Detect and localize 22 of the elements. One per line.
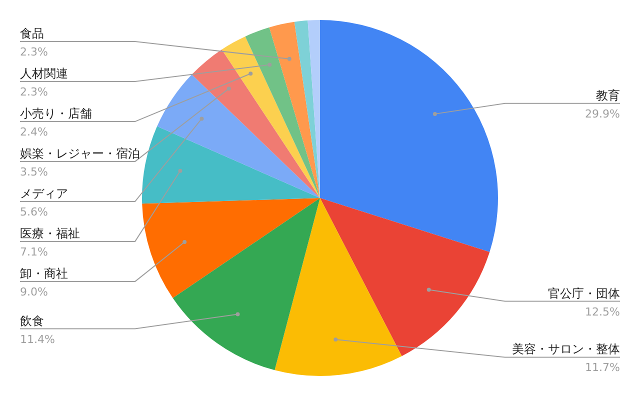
data-label: 2.3% [20,86,48,99]
slice-label: 美容・サロン・整体 [512,342,620,356]
data-label: 29.9% [585,107,620,120]
data-label: 12.5% [585,305,620,318]
data-label: 2.3% [20,46,48,59]
slice-label: 教育 [596,88,620,102]
data-label: 9.0% [20,286,48,299]
slice-label: 卸・商社 [20,266,68,281]
slice-label: 飲食 [20,314,44,328]
data-label: 7.1% [20,246,48,259]
slice-label: 医療・福祉 [20,226,80,241]
slice-label: 小売り・店舗 [20,106,92,121]
data-label: 2.4% [20,126,48,139]
slice-label: メディア [20,186,68,201]
data-label: 11.7% [585,361,620,374]
slice-label: 官公庁・団体 [548,286,620,300]
slice-label: 娯楽・レジャー・宿泊 [20,146,140,161]
data-label: 11.4% [20,332,55,346]
slice-label: 食品 [20,26,44,41]
data-label: 5.6% [20,206,48,219]
data-label: 3.5% [20,166,48,179]
slice-label: 人材関連 [20,66,68,81]
